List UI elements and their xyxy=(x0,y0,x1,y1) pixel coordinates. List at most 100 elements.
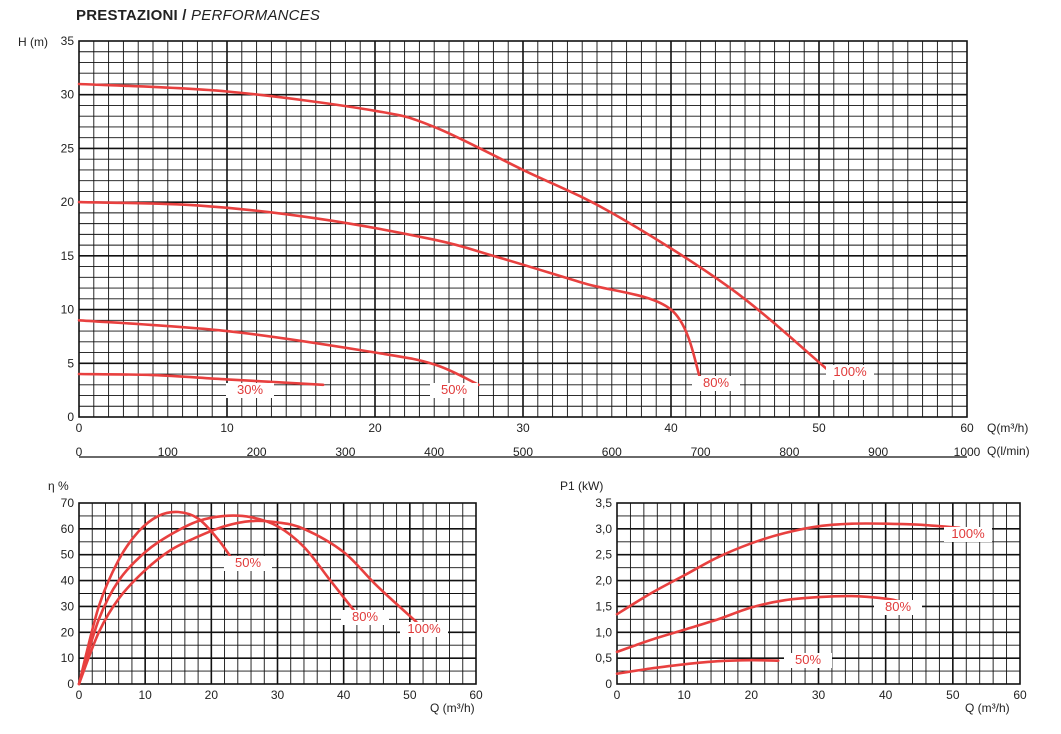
head-series-30pct xyxy=(77,372,325,387)
efficiency-y-tick-label: 50 xyxy=(61,548,75,562)
efficiency-y-tick-label: 70 xyxy=(61,496,75,510)
power-y-tick-label: 3,5 xyxy=(595,496,612,510)
head-x2-tick-label: 900 xyxy=(868,445,888,459)
power-x-tick-label: 0 xyxy=(614,688,621,702)
efficiency-x-tick-label: 40 xyxy=(337,688,351,702)
efficiency-series-label: 100% xyxy=(407,621,441,636)
power-x-tick-label: 10 xyxy=(677,688,691,702)
efficiency-y-tick-label: 10 xyxy=(61,651,75,665)
power-y-tick-label: 2,0 xyxy=(595,574,612,588)
head-series-label-bg xyxy=(226,383,274,398)
efficiency-series-label-bg xyxy=(224,556,272,571)
efficiency-x-tick-label: 60 xyxy=(469,688,483,702)
efficiency-y-axis-label: η % xyxy=(48,479,69,493)
head-x2-tick-label: 400 xyxy=(424,445,444,459)
power-series-80pct xyxy=(615,594,901,654)
head-x2-tick-label: 500 xyxy=(513,445,533,459)
head-series-100pct xyxy=(77,82,828,370)
head-y-tick-label: 20 xyxy=(61,195,75,209)
head-x-tick-label: 30 xyxy=(516,421,530,435)
power-series-label: 80% xyxy=(885,599,911,614)
efficiency-x-tick-label: 10 xyxy=(138,688,152,702)
efficiency-series-100pct xyxy=(77,519,418,686)
power-x-tick-label: 40 xyxy=(879,688,893,702)
head-x2-axis-label: Q(l/min) xyxy=(987,444,1030,458)
head-series-label-bg xyxy=(692,376,740,391)
efficiency-series-label-bg xyxy=(341,610,389,625)
head-x2-tick-label: 100 xyxy=(158,445,178,459)
power-series-label-bg xyxy=(784,653,832,668)
efficiency-x-tick-label: 30 xyxy=(271,688,285,702)
power-series-50pct xyxy=(615,658,780,675)
power-x-axis-label: Q (m³/h) xyxy=(965,701,1010,715)
head-x2-tick-label: 600 xyxy=(602,445,622,459)
efficiency-x-tick-label: 50 xyxy=(403,688,417,702)
efficiency-series-80pct xyxy=(77,514,359,686)
head-x-tick-label: 50 xyxy=(812,421,826,435)
title-italian: PRESTAZIONI xyxy=(76,7,178,24)
head-x-tick-label: 20 xyxy=(368,421,382,435)
power-series-label: 100% xyxy=(951,526,985,541)
power-y-tick-label: 1,5 xyxy=(595,599,612,613)
power-y-tick-label: 2,5 xyxy=(595,548,612,562)
power-series-100pct xyxy=(615,522,961,616)
power-y-tick-label: 1,0 xyxy=(595,625,612,639)
power-x-tick-label: 20 xyxy=(745,688,759,702)
head-x2-tick-label: 0 xyxy=(76,445,83,459)
efficiency-x-tick-label: 20 xyxy=(205,688,219,702)
title-separator: / xyxy=(177,7,192,24)
page-title: PRESTAZIONI / PERFORMANCES xyxy=(76,7,320,24)
head-series-label: 50% xyxy=(441,382,467,397)
head-x-tick-label: 10 xyxy=(220,421,234,435)
head-x2-tick-label: 700 xyxy=(691,445,711,459)
chart-power: 0 10 20 30 40 50 60 0 0,5 1,0 1,5 2,0 2,5 3,0 3,5 P1 (k… xyxy=(560,479,1027,715)
efficiency-y-tick-label: 30 xyxy=(61,599,75,613)
efficiency-series-label-bg xyxy=(400,622,448,637)
head-y-tick-label: 5 xyxy=(67,356,74,370)
efficiency-series-label: 50% xyxy=(235,555,261,570)
head-series-80pct xyxy=(77,200,702,381)
efficiency-x-tick-label: 0 xyxy=(76,688,83,702)
chart-efficiency: 0 10 20 30 40 50 60 0 10 20 30 40 50 60 70 η % Q (m³/h) 5… xyxy=(48,479,483,715)
head-y-tick-label: 30 xyxy=(61,88,75,102)
power-y-axis-label: P1 (kW) xyxy=(560,479,603,493)
power-series-label-bg xyxy=(944,527,992,542)
head-x2-tick-label: 1000 xyxy=(954,445,981,459)
power-series-label: 50% xyxy=(795,652,821,667)
head-y-tick-label: 10 xyxy=(61,303,75,317)
head-y-tick-label: 35 xyxy=(61,34,75,48)
head-series-label-bg xyxy=(430,383,478,398)
head-x2-tick-label: 200 xyxy=(247,445,267,459)
efficiency-y-tick-label: 60 xyxy=(61,522,75,536)
head-series-label: 80% xyxy=(703,375,729,390)
head-series-50pct xyxy=(77,319,480,387)
head-y-tick-label: 25 xyxy=(61,141,75,155)
head-x2-tick-label: 800 xyxy=(779,445,799,459)
title-english: PERFORMANCES xyxy=(191,7,321,24)
head-x-tick-label: 40 xyxy=(664,421,678,435)
power-x-tick-label: 50 xyxy=(946,688,960,702)
head-series-label: 100% xyxy=(833,364,867,379)
efficiency-y-tick-label: 20 xyxy=(61,625,75,639)
power-series-label-bg xyxy=(874,600,922,615)
power-y-tick-label: 0,5 xyxy=(595,651,612,665)
head-x-tick-label: 0 xyxy=(76,421,83,435)
efficiency-y-tick-label: 0 xyxy=(67,677,74,691)
head-series-label-bg xyxy=(826,365,874,380)
head-y-axis-label: H (m) xyxy=(18,35,48,49)
head-x2-tick-label: 300 xyxy=(335,445,355,459)
efficiency-x-axis-label: Q (m³/h) xyxy=(430,701,475,715)
head-x-tick-label: 60 xyxy=(960,421,974,435)
efficiency-series-label: 80% xyxy=(352,609,378,624)
power-x-tick-label: 60 xyxy=(1013,688,1027,702)
head-y-tick-label: 0 xyxy=(67,410,74,424)
head-series-label: 30% xyxy=(237,382,263,397)
head-y-tick-label: 15 xyxy=(61,249,75,263)
efficiency-y-tick-label: 40 xyxy=(61,574,75,588)
power-x-tick-label: 30 xyxy=(812,688,826,702)
power-y-tick-label: 0 xyxy=(605,677,612,691)
head-x-axis-label: Q(m³/h) xyxy=(987,421,1028,435)
power-y-tick-label: 3,0 xyxy=(595,522,612,536)
